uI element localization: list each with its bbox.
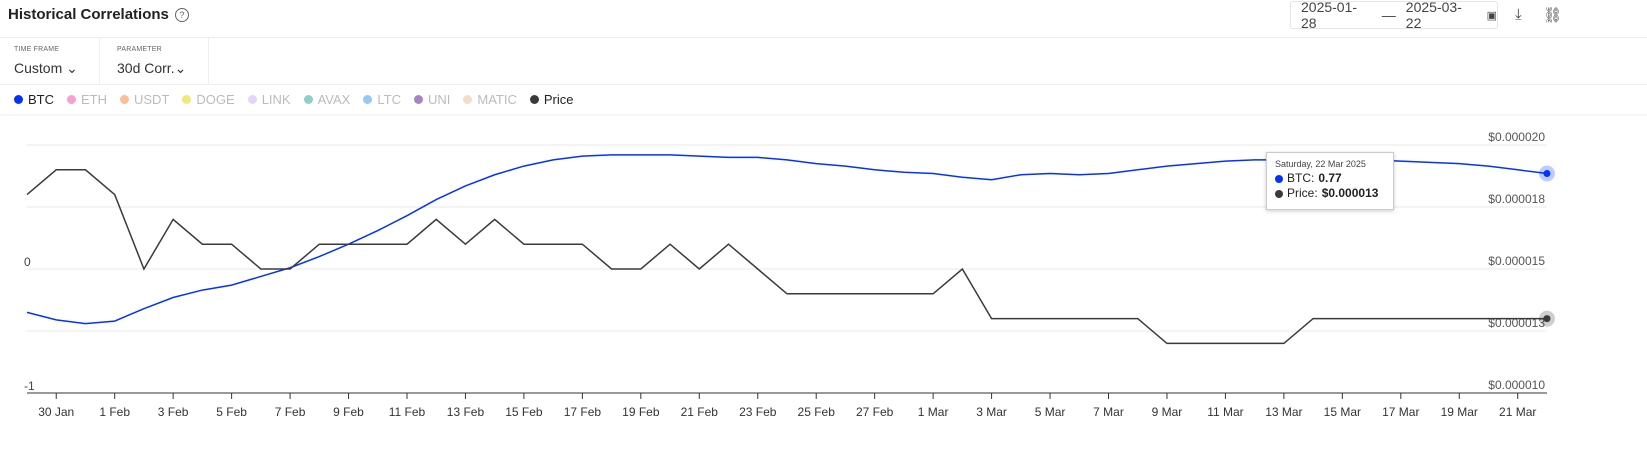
x-tick-label: 3 Mar <box>976 405 1007 419</box>
time-frame-label: TIME FRAME <box>14 46 60 53</box>
legend-item-ltc[interactable]: LTC <box>363 92 401 107</box>
legend-item-uni[interactable]: UNI <box>413 92 451 107</box>
x-tick-label: 7 Mar <box>1093 405 1124 419</box>
legend-label: UNI <box>427 92 451 107</box>
date-range-picker[interactable]: 2025-01-28 — 2025-03-22 ▣ <box>1290 0 1498 31</box>
legend-label: ETH <box>81 92 107 107</box>
legend-item-doge[interactable]: DOGE <box>182 92 235 107</box>
x-tick-label: 15 Feb <box>505 405 543 419</box>
legend-label: Price <box>543 92 574 107</box>
chart-header: Historical Correlations ? <box>8 6 189 23</box>
y-left-tick-label: -1 <box>24 379 35 393</box>
tooltip-row-price: Price: $0.000013 <box>1275 186 1385 201</box>
x-tick-label: 21 Feb <box>681 405 719 419</box>
tooltip-value: 0.77 <box>1318 171 1342 185</box>
x-tick-label: 1 Mar <box>918 405 949 419</box>
legend-label: LINK <box>261 92 291 107</box>
x-tick-label: 30 Jan <box>38 405 74 419</box>
chart-legend: BTC ETH USDT DOGE LINK AVAX LTC UNI MATIC Price <box>14 92 573 107</box>
legend-label: MATIC <box>477 92 517 107</box>
date-end: 2025-03-22 <box>1405 0 1462 31</box>
page-title: Historical Correlations <box>8 6 169 23</box>
time-frame-select[interactable]: TIME FRAME Custom ⌄ <box>0 38 100 84</box>
legend-dot <box>529 95 539 104</box>
x-tick-label: 25 Feb <box>798 405 836 419</box>
legend-label: LTC <box>377 92 401 107</box>
y-right-tick-label: $0.000018 <box>1488 192 1545 206</box>
legend-item-avax[interactable]: AVAX <box>303 92 351 107</box>
tooltip-label: BTC: <box>1287 171 1315 185</box>
link-icon[interactable]: ⛓ <box>1543 7 1563 24</box>
x-tick-label: 13 Mar <box>1265 405 1302 419</box>
filter-bar: TIME FRAME Custom ⌄ PARAMETER 30d Corr.⌄ <box>0 37 1647 85</box>
calendar-icon: ▣ <box>1486 9 1497 22</box>
tooltip-value: $0.000013 <box>1321 186 1379 200</box>
x-tick-label: 5 Mar <box>1035 405 1066 419</box>
chart-tooltip: Saturday, 22 Mar 2025 BTC: 0.77 Price: $0.… <box>1266 152 1394 210</box>
x-tick-label: 3 Feb <box>158 405 189 419</box>
legend-dot <box>67 95 76 104</box>
legend-item-usdt[interactable]: USDT <box>120 92 169 107</box>
date-separator: — <box>1381 7 1396 23</box>
tooltip-date: Saturday, 22 Mar 2025 <box>1275 159 1366 169</box>
x-tick-label: 17 Mar <box>1382 405 1419 419</box>
series-line-price <box>26 169 1547 345</box>
x-tick-label: 7 Feb <box>275 405 306 419</box>
parameter-label: PARAMETER <box>117 46 162 53</box>
x-tick-label: 15 Mar <box>1324 405 1361 419</box>
legend-label: AVAX <box>317 92 351 107</box>
legend-item-price[interactable]: Price <box>529 92 574 107</box>
y-right-tick-label: $0.000013 <box>1488 316 1545 330</box>
x-tick-label: 23 Feb <box>739 405 777 419</box>
legend-dot <box>463 95 473 104</box>
legend-dot <box>182 95 192 104</box>
chevron-down-icon: ⌄ <box>174 60 187 76</box>
x-tick-label: 17 Feb <box>564 405 602 419</box>
tooltip-row-btc: BTC: 0.77 <box>1275 171 1385 186</box>
question-circle-icon[interactable]: ? <box>174 7 189 22</box>
x-tick-label: 19 Feb <box>622 405 660 419</box>
y-right-tick-label: $0.000015 <box>1488 254 1545 268</box>
data-point-price[interactable] <box>1543 315 1551 323</box>
data-point-btc[interactable] <box>1543 170 1551 178</box>
legend-item-btc[interactable]: BTC <box>14 92 54 107</box>
legend-label: DOGE <box>196 92 235 107</box>
y-left-tick-label: 0 <box>24 255 31 269</box>
legend-item-matic[interactable]: MATIC <box>463 92 517 107</box>
legend-item-eth[interactable]: ETH <box>67 92 107 107</box>
legend-label: BTC <box>28 92 54 107</box>
x-tick-label: 21 Mar <box>1499 405 1536 419</box>
legend-dot <box>303 95 313 104</box>
x-tick-label: 9 Mar <box>1152 405 1183 419</box>
y-right-tick-label: $0.000020 <box>1488 130 1545 144</box>
parameter-value: 30d Corr. <box>117 60 175 76</box>
legend-dot <box>14 95 23 104</box>
legend-dot <box>120 95 129 104</box>
x-tick-label: 11 Feb <box>389 405 426 419</box>
tooltip-label: Price: <box>1287 186 1318 200</box>
x-tick-label: 13 Feb <box>447 405 485 419</box>
x-tick-label: 19 Mar <box>1441 405 1478 419</box>
legend-label: USDT <box>134 92 170 107</box>
date-start: 2025-01-28 <box>1301 0 1358 31</box>
x-tick-label: 5 Feb <box>216 405 247 419</box>
parameter-select[interactable]: PARAMETER 30d Corr.⌄ <box>100 38 209 84</box>
legend-dot <box>247 95 257 104</box>
legend-dot <box>363 95 373 104</box>
legend-dot <box>413 95 423 104</box>
x-tick-label: 27 Feb <box>856 405 894 419</box>
chevron-down-icon: ⌄ <box>66 60 78 76</box>
x-tick-label: 1 Feb <box>99 405 130 419</box>
x-tick-label: 9 Feb <box>333 405 364 419</box>
download-icon[interactable]: ⤓ <box>1515 6 1522 23</box>
y-right-tick-label: $0.000010 <box>1488 378 1545 392</box>
legend-item-link[interactable]: LINK <box>247 92 291 107</box>
time-frame-value: Custom <box>14 60 63 76</box>
x-tick-label: 11 Mar <box>1207 405 1243 419</box>
